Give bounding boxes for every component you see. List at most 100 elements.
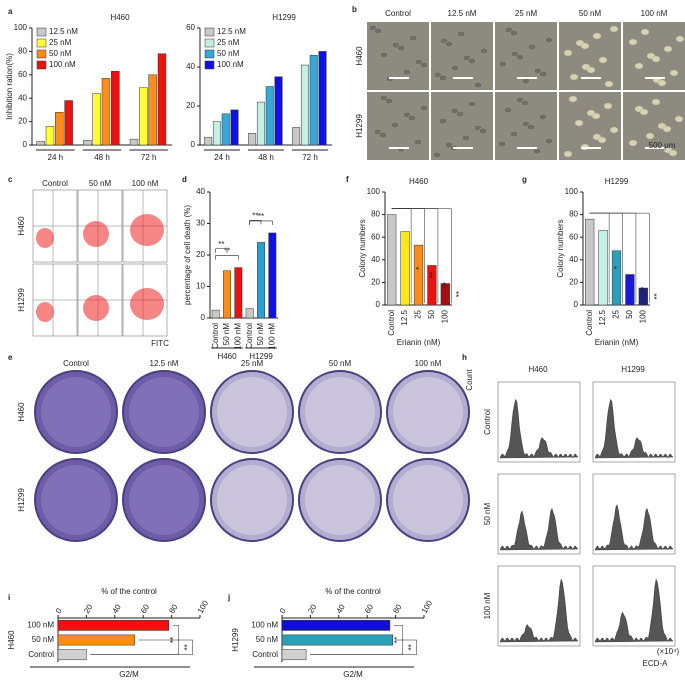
cell [438,74,448,82]
x-tick-label: 100 [638,309,647,323]
row-label: H1299 [17,488,26,512]
significance: ** [438,282,447,288]
legend-swatch [36,27,47,37]
y-tick-label: 100 [367,187,381,196]
micrograph [431,92,493,160]
column-label: 12.5 nM [448,9,477,18]
column-label: 100 nM [415,359,442,368]
significance: ** [258,212,264,221]
x-tick-label: 100 nM [267,323,276,350]
x-tick-label: 40 [335,602,348,615]
histogram-frame [592,473,676,555]
x-tick-label: 12.5 [400,309,409,325]
column-label: Control [385,9,411,18]
row-label: 50 nM [483,503,492,526]
x-axis-label: G2/M [343,670,363,679]
panel-letter: b [352,5,357,14]
cell [402,68,412,76]
cell [591,112,601,120]
y-tick-label: 40 [186,62,195,71]
y-axis-label: percentage of cell death (%) [183,205,192,305]
bar [83,140,92,146]
bar [55,111,64,146]
significance: ** [252,212,258,221]
bar [57,649,87,661]
column-label: Control [42,179,68,188]
cell [568,95,578,103]
bar [211,309,220,319]
x-tick-label: 50 [427,309,436,318]
events [83,221,109,247]
legend-label: 100 nM [217,60,244,69]
legend-label: 100 nM [49,60,76,69]
legend-label: 12.5 nM [217,27,246,36]
panel-letter: i [8,593,10,602]
bar [45,126,55,146]
row-label: H460 [17,402,26,422]
row-label: H1299 [17,288,26,312]
row-label: 100 nM [483,592,492,619]
cell [408,34,418,42]
panel-letter: a [8,7,13,16]
cell [413,138,423,146]
chart-title: H1299 [605,177,629,186]
y-tick-label: 40 [18,93,27,102]
x-tick-label: 12.5 [598,309,607,325]
x-tick-label: 50 [625,309,634,318]
bar [413,244,424,306]
y-tick-label: 20 [569,278,578,287]
x-tick-label: 100 [420,599,435,616]
sig-bracket [90,625,180,655]
bar [427,265,437,306]
significance: * [411,267,420,270]
y-axis-label: H1299 [231,628,240,652]
sig-bracket [215,255,239,260]
bar [92,93,101,146]
histogram [594,504,674,551]
bar [223,270,231,319]
y-tick-label: 0 [191,140,196,149]
x-tick-label: 24 h [214,153,230,162]
plate-inner [41,377,111,447]
cell [450,64,460,72]
significance: ** [424,272,433,278]
y-tick-label: 60 [18,70,27,79]
legend-label: 25 nM [49,38,72,47]
y-tick-label: 20 [196,250,205,259]
bar [256,101,265,146]
y-tick-label: 0 [376,300,381,309]
histogram [499,507,579,551]
cell [569,73,579,81]
x-tick-label: 0 [278,606,288,615]
cell [639,108,649,116]
column-label: Control [63,359,89,368]
bar [245,308,254,319]
legend-label: 50 nM [49,49,72,58]
column-label: 100 nM [132,179,159,188]
cell [384,97,394,105]
significance: ** [393,637,402,643]
cell [432,151,442,159]
cell [563,49,573,57]
bar [111,71,120,146]
sig-bracket [391,208,452,303]
column-label: H460 [528,365,548,374]
cell [520,99,530,107]
cell [479,47,489,55]
cell [544,36,554,44]
bar [234,267,243,319]
column-label: H1299 [621,365,645,374]
cell [396,44,406,52]
column-label: 12.5 nM [150,359,179,368]
cell [509,130,519,138]
y-tick-label: 80 [18,47,27,56]
cell [651,55,661,63]
sig-bracket [215,248,228,253]
significance: ** [649,293,658,299]
significance: ** [622,275,631,281]
cell [538,70,548,78]
x-tick-label: 48 h [258,153,274,162]
cell [668,149,678,157]
y-axis-label: Colony numbers [556,219,565,277]
events [36,228,54,248]
